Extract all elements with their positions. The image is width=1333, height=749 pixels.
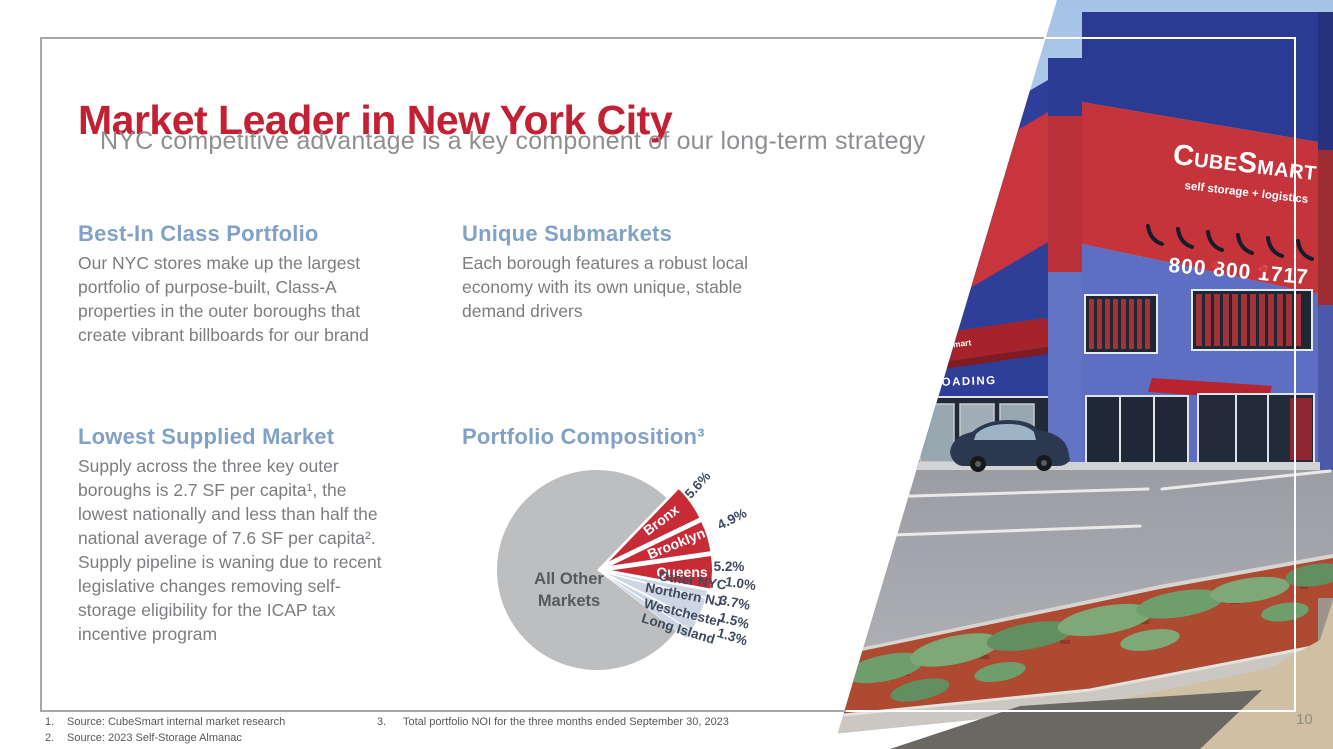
phone-separator bbox=[1211, 261, 1219, 269]
tower-window-band bbox=[1084, 294, 1158, 354]
pie-slice-long-island bbox=[606, 576, 691, 638]
awning-hooks bbox=[1146, 224, 1314, 261]
pie-slice-other-nyc bbox=[608, 572, 707, 597]
pie-center-label-line2: Markets bbox=[538, 592, 600, 610]
section-body-lowest-supplied: Supply across the three key outer boroug… bbox=[78, 455, 382, 644]
footnote-2: 2. Source: 2023 Self-Storage Almanac bbox=[45, 732, 242, 744]
shrubs bbox=[845, 563, 1333, 702]
subtitle: NYC competitive advantage is a key compo… bbox=[100, 127, 926, 155]
pie-pct-queens: 5.2% bbox=[714, 559, 745, 574]
sidewalk bbox=[856, 462, 1320, 471]
footnote-1-number: 1. bbox=[45, 716, 55, 728]
section-heading-unique-submarkets: Unique Submarkets bbox=[462, 221, 673, 247]
footnote-3: 3. Total portfolio NOI for the three mont… bbox=[377, 716, 729, 728]
pie-slice-westchester bbox=[607, 576, 697, 631]
section-heading-best-in-class: Best-In Class Portfolio bbox=[78, 221, 319, 247]
section-heading-lowest-supplied: Lowest Supplied Market bbox=[78, 424, 335, 450]
section-body-unique-submarkets: Each borough features a robust local eco… bbox=[462, 252, 749, 321]
pie-slice-brooklyn bbox=[611, 522, 711, 566]
building-tower: CubeSmart self storage + logistics 800 8… bbox=[1082, 12, 1333, 470]
section-body-best-in-class: Our NYC stores make up the largest portf… bbox=[78, 252, 369, 345]
pie-slice-queens bbox=[612, 556, 712, 589]
pie-pct-westchester: 1.5% bbox=[717, 610, 750, 632]
footnote-3-text: Total portfolio NOI for the three months… bbox=[403, 716, 729, 728]
footnote-1: 1. Source: CubeSmart internal market rese… bbox=[45, 716, 285, 728]
pie-label-queens: Queens bbox=[656, 564, 708, 580]
phone-separator bbox=[1259, 265, 1267, 273]
footnote-2-text: Source: 2023 Self-Storage Almanac bbox=[67, 732, 242, 744]
car bbox=[950, 420, 1070, 472]
pie-slice-northern-nj bbox=[608, 574, 706, 621]
asphalt-patch bbox=[890, 690, 1262, 749]
pie-center-label-line1: All Other bbox=[534, 570, 604, 588]
slide-border bbox=[40, 37, 1046, 712]
tower-window-band bbox=[1191, 289, 1313, 351]
footnote-1-text: Source: CubeSmart internal market resear… bbox=[67, 716, 286, 728]
footnote-2-number: 2. bbox=[45, 732, 55, 744]
page-title: Market Leader in New York City bbox=[78, 97, 673, 144]
footnote-3-number: 3. bbox=[377, 716, 387, 728]
loading-sign-text: LOADING bbox=[933, 375, 997, 389]
pie-pct-brooklyn: 4.9% bbox=[715, 505, 749, 532]
slide-border-over-photo bbox=[844, 37, 1296, 712]
portfolio-composition-pie-chart: All Other Markets Bronx Brooklyn Queens … bbox=[496, 469, 757, 670]
pie-pct-other-nyc: 1.0% bbox=[724, 574, 757, 593]
upper-curb bbox=[835, 554, 1333, 657]
pie-slice-bronx bbox=[609, 489, 700, 562]
page-number: 10 bbox=[1296, 711, 1313, 728]
pie-pct-northern-nj: 3.7% bbox=[718, 592, 751, 613]
pie-slice-all-other-markets bbox=[496, 469, 677, 670]
pie-pct-bronx: 5.6% bbox=[682, 469, 714, 502]
chart-title: Portfolio Composition³ bbox=[462, 424, 705, 450]
